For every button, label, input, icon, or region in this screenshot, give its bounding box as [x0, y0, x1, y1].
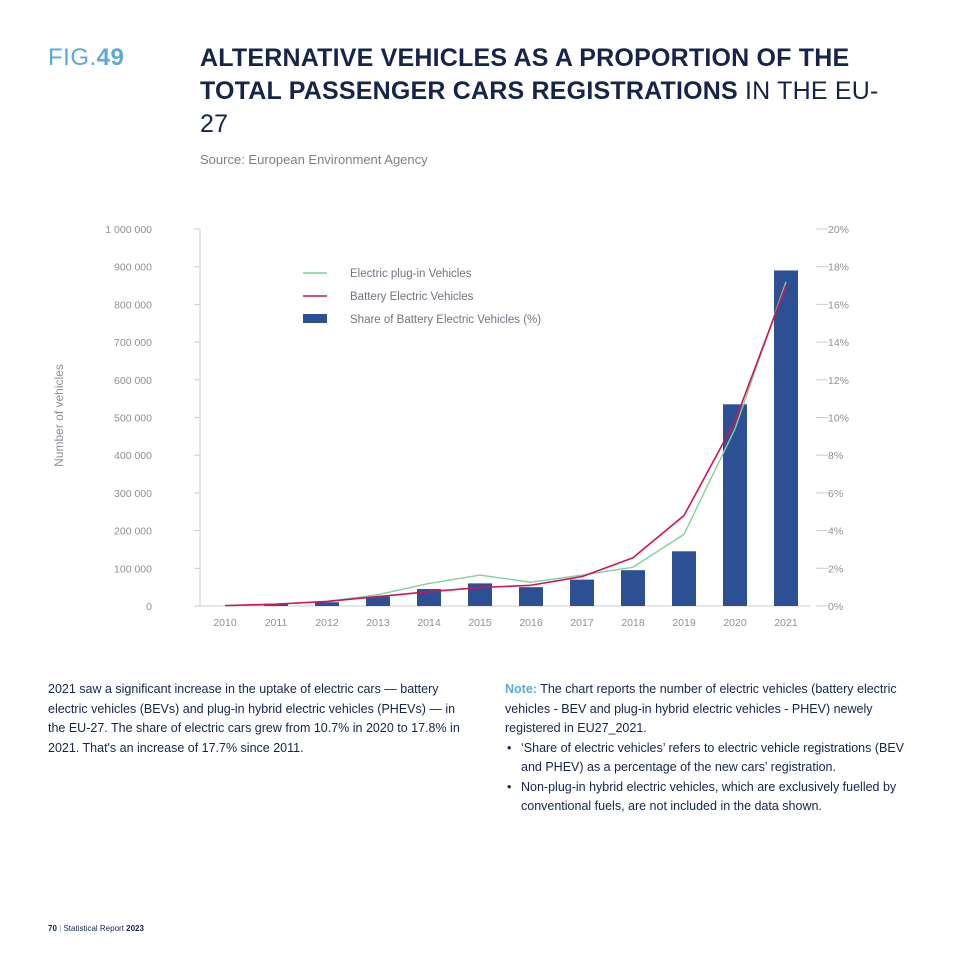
left-tick-label: 0	[146, 601, 152, 613]
left-tick-label: 700 000	[114, 337, 152, 349]
x-tick-label: 2015	[468, 617, 492, 629]
right-tick-label: 8%	[828, 450, 843, 462]
x-tick-label: 2010	[213, 617, 237, 629]
footer-separator: |	[59, 924, 62, 933]
right-tick-label: 10%	[828, 413, 849, 425]
note-label: Note:	[505, 682, 537, 696]
left-tick-label: 200 000	[114, 526, 152, 538]
right-tick-label: 2%	[828, 563, 843, 575]
share-bar	[366, 596, 390, 606]
left-tick-label: 100 000	[114, 563, 152, 575]
share-bar	[315, 602, 339, 606]
share-bar	[723, 404, 747, 606]
left-tick-label: 400 000	[114, 450, 152, 462]
left-tick-label: 1 000 000	[105, 224, 152, 236]
legend-bev-label: Battery Electric Vehicles	[350, 291, 474, 303]
left-tick-label: 900 000	[114, 262, 152, 274]
note-text: The chart reports the number of electric…	[505, 682, 897, 735]
x-tick-label: 2011	[265, 617, 288, 629]
share-bar	[672, 551, 696, 606]
x-tick-label: 2021	[774, 617, 798, 629]
x-tick-label: 2013	[366, 617, 390, 629]
x-tick-label: 2016	[519, 617, 543, 629]
page-number: 70	[48, 924, 57, 933]
figure-prefix: FIG.	[48, 44, 97, 71]
title-bold-part: ALTERNATIVE VEHICLES AS A PROPORTION OF …	[200, 44, 850, 105]
left-tick-label: 300 000	[114, 488, 152, 500]
figure-number: 49	[96, 44, 125, 71]
summary-paragraph: 2021 saw a significant increase in the u…	[48, 682, 460, 755]
bullet-icon: •	[507, 779, 512, 794]
right-tick-label: 12%	[828, 375, 849, 387]
share-bar	[264, 604, 288, 606]
share-bar	[570, 579, 594, 606]
title-light-part: IN THE EU-27	[200, 77, 879, 138]
note-bullet-item: • Non-plug-in hybrid electric vehicles, w…	[505, 778, 915, 817]
share-bar	[519, 587, 543, 606]
x-tick-label: 2019	[672, 617, 696, 629]
x-tick-label: 2017	[570, 617, 594, 629]
x-tick-label: 2014	[417, 617, 441, 629]
share-bar	[621, 570, 645, 606]
y-axis-title: Number of vehicles	[52, 364, 66, 467]
legend-plugin-label: Electric plug-in Vehicles	[350, 268, 472, 280]
left-tick-label: 600 000	[114, 375, 152, 387]
legend-share-label: Share of Battery Electric Vehicles (%)	[350, 314, 541, 326]
x-tick-label: 2012	[315, 617, 339, 629]
note-list: • ‘Share of electric vehicles’ refers to …	[505, 739, 915, 817]
bev-series-line	[224, 285, 787, 607]
right-tick-label: 4%	[828, 526, 843, 538]
share-bar	[774, 270, 798, 606]
right-tick-label: 6%	[828, 488, 843, 500]
x-tick-label: 2020	[723, 617, 747, 629]
page-footer: 70 | Statistical Report 2023	[48, 924, 144, 933]
bullet-icon: •	[507, 740, 512, 755]
figure-label: FIG.49	[48, 44, 124, 72]
note-bullet-item: • ‘Share of electric vehicles’ refers to …	[505, 739, 915, 778]
report-name: Statistical Report	[61, 924, 127, 933]
combo-chart: 0 100 000 200 000 300 000 400 000 500 000 600 …	[52, 224, 849, 629]
right-tick-label: 20%	[828, 224, 849, 236]
share-bar	[417, 589, 441, 606]
right-tick-label: 0%	[828, 601, 843, 613]
right-tick-label: 16%	[828, 299, 849, 311]
left-tick-label: 800 000	[114, 299, 152, 311]
share-bar	[468, 583, 492, 606]
chart-title: ALTERNATIVE VEHICLES AS A PROPORTION OF …	[200, 42, 900, 141]
right-tick-label: 14%	[828, 337, 849, 349]
report-year: 2023	[126, 924, 144, 933]
x-tick-label: 2018	[621, 617, 645, 629]
source-note: Source: European Environment Agency	[200, 152, 428, 167]
right-tick-label: 18%	[828, 262, 849, 274]
left-tick-label: 500 000	[114, 413, 152, 425]
note-bullet-text: ‘Share of electric vehicles’ refers to e…	[521, 740, 905, 775]
note-block: Note: The chart reports the number of el…	[505, 680, 915, 817]
plugin-series-line	[224, 281, 787, 607]
legend-share-swatch	[303, 314, 327, 323]
note-paragraph: Note: The chart reports the number of el…	[505, 680, 915, 739]
note-bullet-text: Non-plug-in hybrid electric vehicles, wh…	[521, 779, 897, 814]
